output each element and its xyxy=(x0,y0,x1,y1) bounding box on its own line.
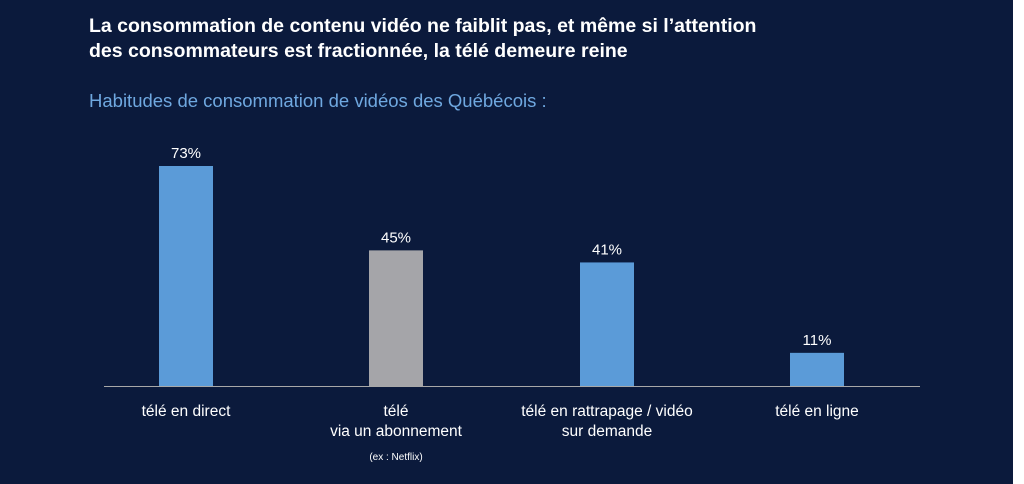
data-label-4: 11% xyxy=(803,332,832,349)
category-label-2-line-2: via un abonnement xyxy=(330,423,463,440)
chart-subtitle: Habitudes de consommation de vidéos des … xyxy=(89,90,547,111)
category-label-3-line-2: sur demande xyxy=(562,423,652,440)
bar-1 xyxy=(159,166,213,386)
bar-3 xyxy=(580,262,634,386)
bar-4 xyxy=(790,352,844,386)
bar-2 xyxy=(369,250,423,386)
slide-title: La consommation de contenu vidéo ne faib… xyxy=(89,14,989,64)
category-note-2: (ex : Netflix) xyxy=(369,452,422,463)
category-label-2-line-1: télé xyxy=(384,403,409,420)
category-label-3-line-1: télé en rattrapage / vidéo xyxy=(521,403,692,420)
data-label-2: 45% xyxy=(381,229,411,246)
slide-title-line-2: des consommateurs est fractionnée, la té… xyxy=(89,40,628,62)
category-label-4-line-1: télé en ligne xyxy=(775,403,859,420)
category-label-1-line-1: télé en direct xyxy=(142,403,231,420)
data-label-1: 73% xyxy=(171,145,201,162)
slide-right-edge xyxy=(1013,0,1024,484)
data-label-3: 41% xyxy=(592,241,622,258)
slide-title-line-1: La consommation de contenu vidéo ne faib… xyxy=(89,15,757,37)
